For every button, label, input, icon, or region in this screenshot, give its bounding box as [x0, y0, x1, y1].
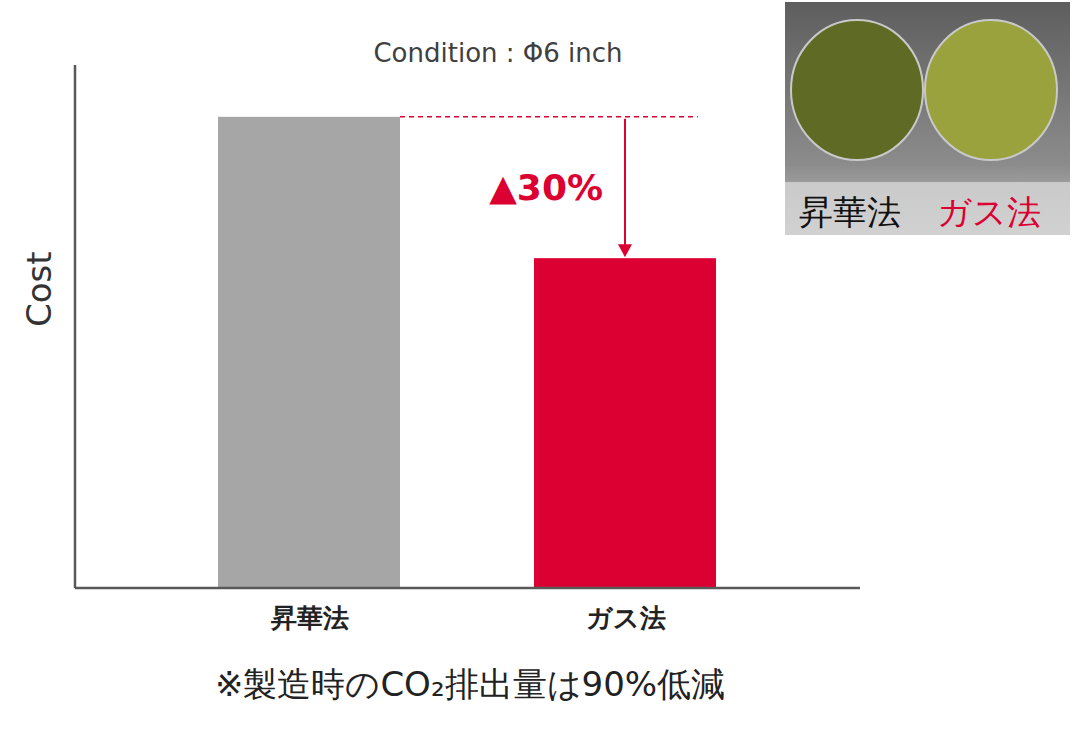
svg-text:昇華法: 昇華法	[270, 603, 349, 633]
html-text:※製造時のCO₂排出量は90%低減: ※製造時のCO₂排出量は90%低減	[214, 664, 726, 704]
svg-text:ガス法: ガス法	[937, 192, 1041, 232]
svg-text:Condition : Φ6 inch: Condition : Φ6 inch	[373, 38, 622, 68]
svg-text:▲30%: ▲30%	[489, 167, 603, 208]
svg-text:昇華法: 昇華法	[799, 192, 901, 232]
svg-text:ガス法: ガス法	[586, 603, 666, 633]
svg-text:Cost: Cost	[19, 251, 59, 327]
